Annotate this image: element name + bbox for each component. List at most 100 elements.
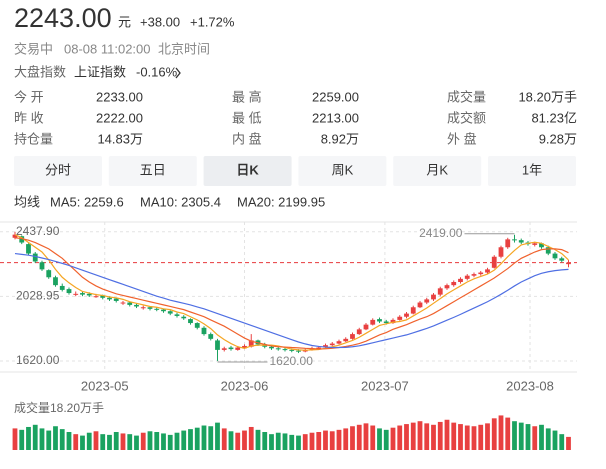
stat-value: 9.28万 bbox=[539, 131, 577, 146]
candle-body bbox=[242, 345, 247, 349]
candle-body bbox=[323, 345, 328, 348]
tab-label[interactable]: 周K bbox=[332, 162, 354, 177]
tab-label[interactable]: 月K bbox=[426, 162, 448, 177]
volume-bar bbox=[390, 427, 396, 450]
volume-bar bbox=[140, 432, 146, 450]
stat-label: 今 开 bbox=[14, 89, 44, 104]
stat-value: 14.83万 bbox=[97, 131, 143, 146]
volume-bar bbox=[377, 428, 382, 450]
candle-body bbox=[215, 340, 220, 350]
candle-body bbox=[221, 348, 227, 350]
volume-bar bbox=[134, 435, 139, 450]
volume-bar bbox=[201, 425, 207, 450]
candle-body bbox=[188, 319, 193, 324]
candle-body bbox=[471, 274, 477, 276]
candle-body bbox=[545, 247, 551, 254]
volume-bar bbox=[235, 432, 241, 450]
volume-bar bbox=[478, 424, 484, 450]
volume-bar bbox=[397, 425, 403, 450]
candle-body bbox=[498, 247, 504, 257]
volume-bar bbox=[296, 435, 301, 450]
candle-body bbox=[316, 347, 322, 349]
volume-bar bbox=[100, 434, 106, 450]
tab-label[interactable]: 分时 bbox=[45, 162, 71, 177]
candle-body bbox=[363, 324, 369, 330]
volume-bar bbox=[93, 431, 99, 450]
tab-label[interactable]: 1年 bbox=[522, 162, 542, 177]
volume-bar bbox=[458, 424, 463, 450]
stat-label: 成交量 bbox=[447, 89, 486, 104]
volume-bar bbox=[188, 429, 193, 450]
volume-bar bbox=[316, 432, 322, 450]
candle-body bbox=[194, 323, 200, 328]
y-tick-label: 1620.00 bbox=[16, 353, 60, 367]
stat-value: 8.92万 bbox=[321, 131, 359, 146]
stat-label: 持仓量 bbox=[14, 131, 53, 146]
stat-label: 昨 收 bbox=[14, 110, 44, 125]
tab-button[interactable] bbox=[298, 156, 387, 186]
tab-button[interactable] bbox=[488, 156, 576, 186]
volume-bar bbox=[545, 428, 551, 450]
volume-bar bbox=[437, 421, 443, 450]
candle-body bbox=[336, 341, 342, 344]
stat-label: 外 盘 bbox=[447, 131, 477, 146]
volume-bar bbox=[248, 426, 254, 450]
tab-label[interactable]: 日K bbox=[236, 162, 259, 177]
candle-body bbox=[512, 239, 517, 241]
candle-body bbox=[127, 302, 133, 305]
tab-button[interactable] bbox=[203, 156, 292, 186]
tab-button[interactable] bbox=[108, 156, 197, 186]
candle-body bbox=[134, 304, 139, 307]
stat-value: 2233.00 bbox=[96, 89, 143, 104]
volume-bar bbox=[255, 429, 261, 450]
candle-body bbox=[410, 307, 416, 314]
candle-body bbox=[478, 272, 484, 275]
candle-body bbox=[431, 294, 436, 300]
volume-bar bbox=[424, 423, 430, 450]
volume-bar bbox=[532, 426, 538, 450]
candle-body bbox=[59, 285, 65, 290]
annotation-label: 2419.00 bbox=[419, 226, 463, 240]
candle-body bbox=[248, 340, 254, 347]
volume-bar bbox=[370, 425, 376, 450]
legend-entry: MA5: 2259.6 bbox=[50, 194, 124, 209]
volume-bar bbox=[566, 436, 571, 450]
volume-bar bbox=[174, 432, 180, 450]
volume-bar bbox=[53, 426, 58, 450]
candle-body bbox=[113, 298, 119, 301]
candle-body bbox=[201, 327, 207, 335]
trade-state: 交易中 bbox=[14, 41, 53, 56]
volume-bar bbox=[444, 419, 450, 450]
volume-bar bbox=[309, 432, 315, 450]
candle-body bbox=[66, 289, 72, 294]
volume-bar bbox=[350, 426, 355, 450]
candle-body bbox=[350, 334, 355, 339]
volume-bar bbox=[86, 432, 92, 450]
volume-bar bbox=[356, 424, 362, 450]
volume-bar bbox=[282, 433, 288, 450]
stat-value: 81.23亿 bbox=[531, 110, 577, 125]
candle-body bbox=[329, 343, 335, 346]
volume-bar bbox=[242, 430, 247, 450]
tab-button[interactable] bbox=[14, 156, 102, 186]
candle-body bbox=[552, 253, 558, 259]
volume-bar bbox=[336, 429, 342, 450]
stat-label: 成交额 bbox=[447, 110, 486, 125]
volume-bar bbox=[215, 422, 220, 450]
tab-label[interactable]: 五日 bbox=[140, 162, 166, 177]
candle-body bbox=[208, 334, 214, 339]
price-unit: 元 bbox=[118, 14, 131, 29]
candle-body bbox=[269, 346, 274, 349]
tab-button[interactable] bbox=[393, 156, 482, 186]
volume-bar bbox=[161, 433, 166, 450]
volume-bar bbox=[505, 417, 511, 450]
index-name[interactable]: 上证指数 bbox=[74, 64, 126, 79]
legend-entry: MA20: 2199.95 bbox=[237, 194, 325, 209]
price-change-pct: +1.72% bbox=[190, 14, 235, 29]
volume-bar bbox=[404, 424, 409, 450]
volume-bar bbox=[127, 434, 133, 450]
volume-bar bbox=[552, 430, 558, 450]
chevron-icon[interactable] bbox=[175, 67, 181, 79]
volume-bar bbox=[302, 434, 308, 450]
